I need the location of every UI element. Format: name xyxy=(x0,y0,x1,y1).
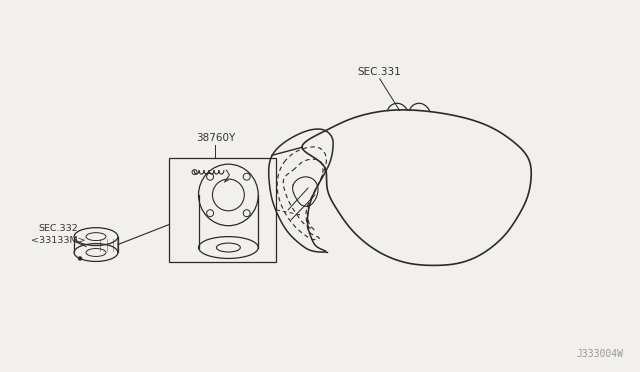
Text: SEC.332
<33133M>: SEC.332 <33133M> xyxy=(31,224,86,246)
Bar xyxy=(169,158,276,262)
Circle shape xyxy=(79,257,81,260)
Text: J333004W: J333004W xyxy=(577,349,623,359)
Text: 38760Y: 38760Y xyxy=(196,133,235,143)
Text: SEC.331: SEC.331 xyxy=(358,67,402,77)
